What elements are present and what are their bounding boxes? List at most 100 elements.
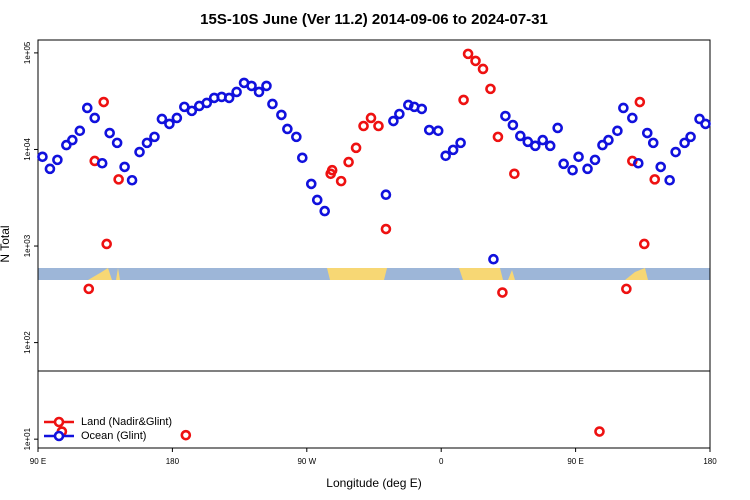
x-tick-label: 90 W [297,457,316,466]
point [594,426,605,437]
point [267,98,278,110]
point [98,96,110,108]
point [664,174,675,186]
point [343,156,354,168]
legend-label: Land (Nadir&Glint) [81,416,172,428]
point [509,168,520,180]
point [380,223,392,235]
point [326,164,338,176]
point [694,113,705,125]
point [394,108,405,120]
point [544,140,556,152]
point [655,161,667,173]
point [477,63,489,75]
point [647,137,659,149]
point [552,122,563,134]
point [558,158,569,170]
x-tick-label: 180 [166,457,180,466]
point [171,112,183,124]
point [416,103,428,115]
point [319,205,331,217]
point [388,115,399,127]
point [246,80,257,92]
point [633,157,644,169]
plot-frame [37,39,711,449]
point [403,99,414,111]
point [104,127,115,139]
y-tick-label: 1e+04 [23,138,32,161]
x-tick-label: 90 E [30,457,46,466]
point [458,94,469,106]
point [641,127,653,139]
point [485,83,496,95]
point [462,48,474,60]
point [335,175,347,187]
point [638,238,650,250]
chart-title: 15S-10S June (Ver 11.2) 2014-09-06 to 20… [200,11,548,28]
x-tick-label: 0 [439,457,444,466]
point [67,134,78,146]
point [101,238,112,250]
point [201,97,213,109]
point [612,125,623,137]
x-tick-label: 90 E [567,457,583,466]
point [52,154,63,166]
point [156,113,168,125]
point [365,112,377,124]
point [373,120,384,132]
point [261,80,272,92]
point [685,131,696,143]
point [83,283,95,295]
legend-marker [53,430,65,442]
point [679,137,690,149]
point [358,120,369,132]
point [507,119,519,131]
point [618,102,629,114]
point [291,131,302,143]
x-axis-label: Longitude (deg E) [326,476,421,490]
point [455,137,466,149]
point [149,131,160,143]
point [231,86,242,98]
point [113,174,124,185]
point [305,178,317,190]
y-tick-label: 1e+02 [23,331,32,354]
point [447,144,459,156]
point [582,163,593,175]
point [522,136,534,148]
point [515,130,526,142]
point [670,146,681,158]
land-strip [38,268,710,280]
point [492,131,504,143]
point [529,140,541,152]
point [111,137,123,149]
point [470,55,481,67]
point [573,151,584,163]
point [253,86,265,98]
point [37,151,48,163]
point [432,125,444,137]
point [282,123,293,135]
land-patch [508,270,515,280]
point [297,152,308,164]
point [44,163,56,175]
point [627,112,638,124]
land-patch [459,268,503,280]
point [276,109,287,121]
land-patch [625,268,648,280]
point [597,139,608,151]
point [537,134,549,146]
y-axis-label: N Total [0,225,12,262]
legend-marker [53,416,65,428]
point [89,112,101,124]
point [311,194,323,206]
point [223,92,235,104]
land-patch [327,268,387,280]
point [497,287,508,298]
point [134,146,145,158]
point [423,124,435,136]
point [621,283,632,295]
point [119,161,130,173]
legend-label: Ocean (Glint) [81,430,146,442]
